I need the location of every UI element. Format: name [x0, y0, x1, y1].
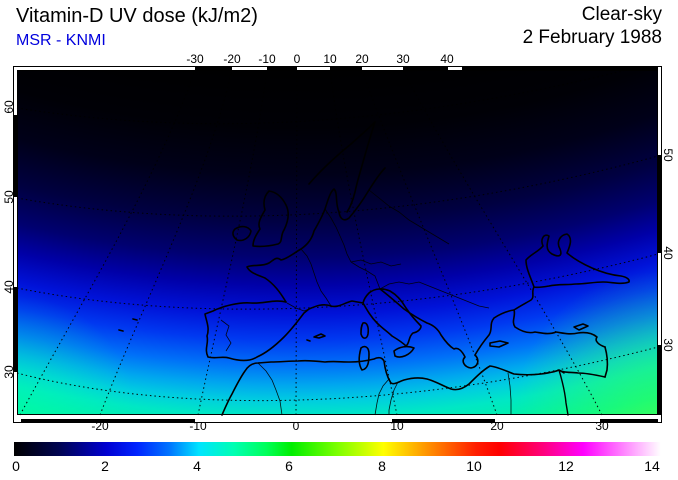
graticule-30n [17, 347, 658, 401]
graticule-40n [17, 254, 658, 309]
graticule-10e [330, 70, 397, 415]
map-overlay [13, 66, 662, 423]
graticule-30w [20, 70, 195, 415]
top-tick--10: -10 [258, 52, 276, 66]
coast-black-sea [526, 234, 629, 287]
border-pyrenees [287, 303, 309, 311]
data-source-label: MSR - KNMI [16, 32, 106, 49]
atlantic-islands [119, 319, 137, 331]
coast-cyprus [574, 324, 588, 330]
border-morocco-algeria [258, 363, 282, 415]
top-tick--20: -20 [223, 52, 241, 66]
top-tick-40: 40 [440, 52, 454, 66]
coast-balkans-greece [380, 289, 514, 368]
coast-iberia-south-france [205, 301, 363, 361]
graticule-60n [17, 66, 658, 124]
colorbar-tick-6: 6 [285, 458, 293, 474]
page-title: Vitamin-D UV dose (kJ/m2) [16, 5, 258, 27]
colorbar-tick-4: 4 [193, 458, 201, 474]
top-tick-0: 0 [293, 52, 301, 66]
coast-france-atlantic-northsea [247, 168, 385, 302]
top-tick-20: 20 [355, 52, 369, 66]
top-tick-10: 10 [323, 52, 337, 66]
border-tunisia-libya [389, 382, 398, 415]
map-plot [13, 66, 662, 423]
bottom-tick-0: 0 [292, 419, 300, 433]
coast-balearics [307, 334, 325, 341]
colorbar-tick-14: 14 [644, 458, 660, 474]
border-spain-portugal [221, 320, 231, 351]
graticule-20e [362, 70, 497, 415]
frame-outer-line [13, 66, 662, 423]
border-libya-egypt [508, 373, 511, 415]
right-tick-40: 40 [661, 246, 675, 260]
border-eastern-europe [369, 190, 449, 244]
colorbar-tick-0: 0 [12, 458, 20, 474]
coast-sicily [394, 347, 414, 357]
frame-inner-line [17, 70, 658, 415]
date-label: 2 February 1988 [522, 27, 662, 48]
border-central-europe [351, 260, 489, 308]
coastlines [119, 122, 629, 415]
top-tick--30: -30 [186, 52, 204, 66]
coast-britain [253, 191, 288, 246]
uv-dose-field [17, 70, 658, 415]
coast-north-africa [222, 358, 605, 415]
colorbar [13, 441, 662, 457]
graticule [17, 66, 658, 415]
coast-italy [363, 289, 421, 346]
coast-ireland [233, 227, 251, 241]
nile-river [553, 370, 568, 415]
coast-levant [605, 347, 607, 377]
coast-turkey-aegean-south [513, 287, 605, 347]
graticule-30e [403, 70, 602, 415]
coast-corsica [361, 323, 368, 338]
country-borders [221, 190, 511, 415]
top-tick-30: 30 [396, 52, 410, 66]
coast-sardinia [359, 347, 369, 370]
graticule-10w [198, 70, 267, 415]
frame-band [13, 66, 662, 423]
border-germany-alps [325, 209, 380, 289]
right-tick-50: 50 [661, 148, 675, 162]
coast-scandinavia [309, 122, 375, 212]
border-france-east [301, 249, 331, 306]
colorbar-tick-10: 10 [466, 458, 482, 474]
colorbar-tick-2: 2 [101, 458, 109, 474]
coast-crete [490, 341, 508, 347]
border-algeria-tunisia [375, 379, 389, 415]
right-tick-30: 30 [661, 338, 675, 352]
sky-condition-label: Clear-sky [581, 4, 662, 25]
graticule-20w [100, 70, 232, 415]
colorbar-tick-12: 12 [558, 458, 574, 474]
colorbar-tick-8: 8 [378, 458, 386, 474]
